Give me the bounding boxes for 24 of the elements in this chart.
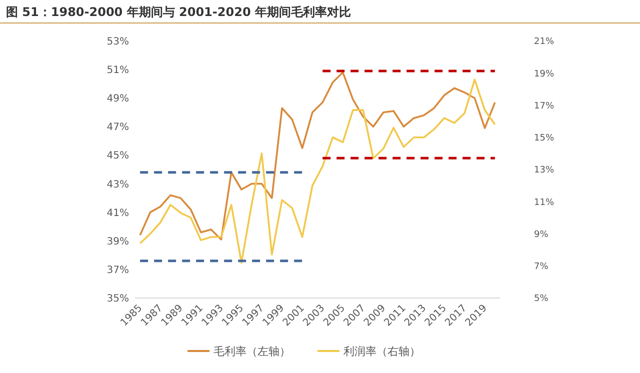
y-tick-label: 47% — [106, 122, 129, 134]
y2-tick-label: 15% — [534, 134, 554, 144]
legend-label: 利润率（右轴） — [344, 344, 420, 358]
y2-tick-label: 19% — [534, 69, 554, 80]
y-tick-label: 49% — [106, 94, 129, 105]
y-tick-label: 39% — [106, 236, 129, 248]
legend-label: 毛利率（左轴） — [214, 344, 290, 358]
y2-tick-label: 17% — [534, 101, 554, 112]
y-tick-label: 41% — [106, 208, 129, 219]
y-tick-label: 35% — [106, 294, 129, 304]
y2-tick-label: 21% — [534, 37, 554, 48]
y2-tick-label: 11% — [534, 198, 554, 208]
line-series — [139, 72, 496, 240]
line-series — [139, 78, 496, 264]
y-tick-label: 51% — [106, 65, 129, 76]
y-tick-label: 43% — [106, 179, 129, 190]
chart-title: 图 51：1980-2000 年期间与 2001-2020 年期间毛利率对比 — [6, 5, 351, 19]
y-tick-label: 37% — [106, 264, 129, 276]
y-tick-label: 53% — [106, 36, 129, 48]
y2-tick-label: 9% — [534, 230, 549, 240]
y-tick-label: 45% — [106, 150, 129, 162]
y2-tick-label: 5% — [534, 294, 549, 304]
y2-tick-label: 13% — [534, 166, 554, 176]
y2-tick-label: 7% — [534, 262, 549, 272]
